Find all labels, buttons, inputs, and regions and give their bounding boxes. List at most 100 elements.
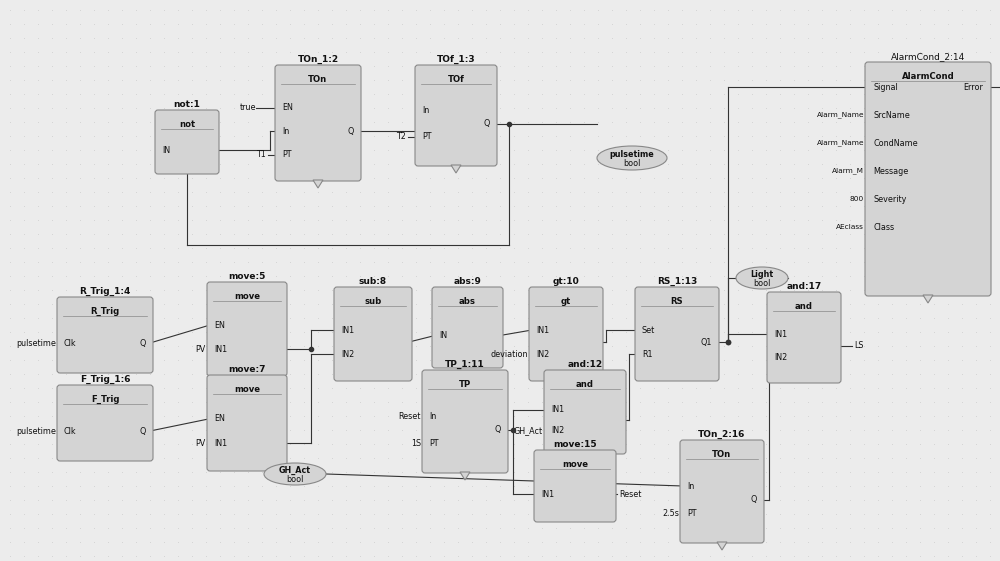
FancyBboxPatch shape bbox=[635, 287, 719, 381]
Text: T2: T2 bbox=[396, 132, 406, 141]
Text: RS_1:13: RS_1:13 bbox=[657, 277, 697, 286]
Text: SrcName: SrcName bbox=[873, 111, 910, 119]
FancyBboxPatch shape bbox=[767, 292, 841, 383]
Text: In: In bbox=[422, 106, 429, 115]
FancyBboxPatch shape bbox=[865, 62, 991, 296]
Text: Reset: Reset bbox=[399, 412, 421, 421]
Text: Clk: Clk bbox=[64, 426, 77, 435]
Text: 800: 800 bbox=[850, 196, 864, 202]
Text: move: move bbox=[234, 384, 260, 393]
Text: IN1: IN1 bbox=[541, 490, 554, 499]
FancyBboxPatch shape bbox=[422, 370, 508, 473]
Text: Clk: Clk bbox=[64, 338, 77, 347]
Text: Set: Set bbox=[642, 325, 655, 334]
Text: Class: Class bbox=[873, 223, 894, 232]
Text: PV: PV bbox=[196, 439, 206, 448]
Text: 1S: 1S bbox=[411, 439, 421, 448]
Text: IN2: IN2 bbox=[551, 426, 564, 435]
Text: Alarm_Name: Alarm_Name bbox=[816, 140, 864, 146]
Text: abs: abs bbox=[459, 297, 476, 306]
Text: Light: Light bbox=[750, 269, 774, 278]
Text: Reset: Reset bbox=[619, 490, 641, 499]
Text: move: move bbox=[562, 459, 588, 468]
Polygon shape bbox=[451, 165, 461, 173]
Text: AEclass: AEclass bbox=[836, 224, 864, 230]
Text: In: In bbox=[429, 412, 436, 421]
Text: and:12: and:12 bbox=[567, 360, 603, 369]
FancyBboxPatch shape bbox=[334, 287, 412, 381]
Text: IN1: IN1 bbox=[551, 405, 564, 414]
Text: bool: bool bbox=[753, 278, 771, 287]
Text: PT: PT bbox=[687, 508, 696, 517]
Text: GH_Act: GH_Act bbox=[279, 466, 311, 475]
FancyBboxPatch shape bbox=[155, 110, 219, 174]
Text: EN: EN bbox=[214, 320, 225, 329]
Text: PT: PT bbox=[282, 150, 292, 159]
Text: PT: PT bbox=[429, 439, 438, 448]
Text: IN1: IN1 bbox=[214, 439, 227, 448]
Text: abs:9: abs:9 bbox=[454, 277, 481, 286]
Text: R_Trig: R_Trig bbox=[90, 306, 120, 316]
Text: Message: Message bbox=[873, 167, 908, 176]
Text: PV: PV bbox=[196, 344, 206, 353]
Text: and: and bbox=[576, 379, 594, 389]
FancyBboxPatch shape bbox=[680, 440, 764, 543]
Text: R1: R1 bbox=[642, 350, 652, 358]
Text: Q: Q bbox=[751, 495, 757, 504]
Text: IN1: IN1 bbox=[774, 329, 787, 338]
Text: TOf: TOf bbox=[448, 75, 464, 84]
Text: sub: sub bbox=[364, 297, 382, 306]
Text: IN: IN bbox=[162, 145, 170, 154]
Text: not:1: not:1 bbox=[174, 100, 200, 109]
Text: In: In bbox=[687, 481, 694, 490]
Text: IN2: IN2 bbox=[536, 350, 549, 358]
Text: pulsetime: pulsetime bbox=[16, 338, 56, 347]
Text: deviation: deviation bbox=[490, 350, 528, 358]
FancyBboxPatch shape bbox=[57, 385, 153, 461]
Text: Signal: Signal bbox=[873, 82, 898, 91]
Text: IN1: IN1 bbox=[341, 325, 354, 334]
Text: move:15: move:15 bbox=[553, 440, 597, 449]
FancyBboxPatch shape bbox=[275, 65, 361, 181]
Text: IN: IN bbox=[439, 331, 447, 340]
Text: Q1: Q1 bbox=[701, 338, 712, 347]
Text: AlarmCond: AlarmCond bbox=[902, 71, 954, 80]
Ellipse shape bbox=[264, 463, 326, 485]
FancyBboxPatch shape bbox=[415, 65, 497, 166]
Text: IN2: IN2 bbox=[774, 352, 787, 361]
Text: bool: bool bbox=[286, 475, 304, 484]
Text: not: not bbox=[179, 119, 195, 128]
Text: sub:8: sub:8 bbox=[359, 277, 387, 286]
Text: gt: gt bbox=[561, 297, 571, 306]
FancyBboxPatch shape bbox=[544, 370, 626, 454]
Text: TOn_1:2: TOn_1:2 bbox=[297, 55, 339, 64]
Text: TP_1:11: TP_1:11 bbox=[445, 360, 485, 369]
Text: and: and bbox=[795, 301, 813, 310]
Text: TOn_2:16: TOn_2:16 bbox=[698, 430, 746, 439]
Text: bool: bool bbox=[623, 159, 641, 168]
Ellipse shape bbox=[736, 267, 788, 289]
Text: TP: TP bbox=[459, 379, 471, 389]
Text: Alarm_M: Alarm_M bbox=[832, 168, 864, 174]
Text: Q: Q bbox=[140, 426, 146, 435]
Polygon shape bbox=[923, 295, 933, 303]
Text: In: In bbox=[282, 126, 289, 136]
Text: Q: Q bbox=[348, 126, 354, 136]
Text: TOn: TOn bbox=[308, 75, 328, 84]
Text: Severity: Severity bbox=[873, 195, 906, 204]
FancyBboxPatch shape bbox=[529, 287, 603, 381]
Text: EN: EN bbox=[214, 414, 225, 423]
Text: Alarm_Name: Alarm_Name bbox=[816, 112, 864, 118]
Text: move:5: move:5 bbox=[228, 272, 266, 281]
Text: Q: Q bbox=[495, 425, 501, 434]
Text: IN2: IN2 bbox=[341, 350, 354, 358]
Ellipse shape bbox=[597, 146, 667, 170]
FancyBboxPatch shape bbox=[432, 287, 503, 368]
Text: Q: Q bbox=[140, 338, 146, 347]
Text: PT: PT bbox=[422, 132, 432, 141]
Text: pulsetime: pulsetime bbox=[16, 426, 56, 435]
Text: pulsetime: pulsetime bbox=[610, 149, 654, 159]
Text: move:7: move:7 bbox=[228, 365, 266, 374]
Text: Q: Q bbox=[484, 119, 490, 128]
Text: LS: LS bbox=[854, 341, 864, 350]
